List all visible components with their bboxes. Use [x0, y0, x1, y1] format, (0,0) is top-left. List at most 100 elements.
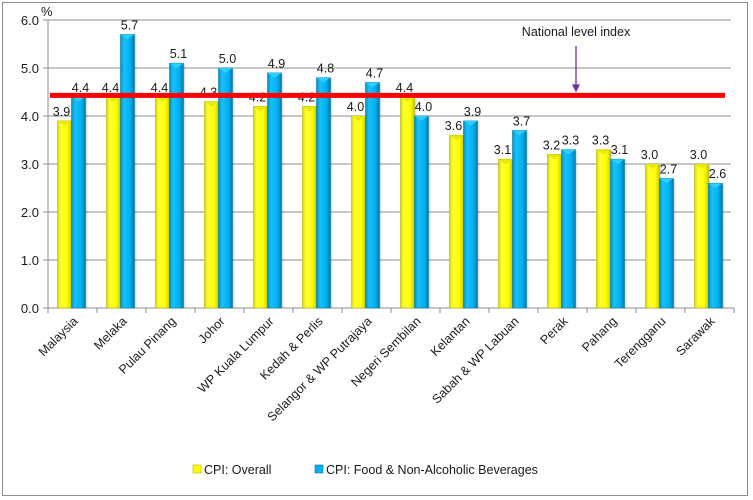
data-label: 4.4 [102, 81, 119, 95]
y-tick-label: 5.0 [21, 61, 39, 76]
reference-line-group: National level index [50, 25, 725, 98]
data-label: 5.7 [121, 18, 138, 32]
bar-bevel [351, 116, 366, 121]
bar-overall [694, 163, 709, 309]
y-tick-label: 3.0 [21, 157, 39, 172]
bar-bevel [561, 149, 576, 155]
y-tick-label: 1.0 [21, 253, 39, 268]
data-label: 2.7 [660, 162, 677, 176]
annotation-arrow-head [572, 84, 580, 93]
y-tick-label: 2.0 [21, 205, 39, 220]
category-label: Sarawak [673, 314, 718, 359]
bar-overall [253, 106, 268, 309]
legend-swatch-food [314, 464, 324, 474]
category-label: Malaysia [36, 314, 81, 359]
data-label: 4.4 [151, 81, 168, 95]
category-label: Perak [538, 314, 572, 348]
data-label: 3.9 [464, 105, 481, 119]
data-label: 4.8 [317, 62, 334, 76]
bar-overall [204, 101, 219, 309]
data-label: 3.3 [562, 134, 579, 148]
bars [57, 34, 725, 309]
data-label: 4.0 [415, 100, 432, 114]
bar-food [561, 149, 576, 309]
y-axis-unit-label: % [41, 4, 53, 19]
data-label: 3.0 [641, 148, 658, 162]
bar-bevel [218, 68, 233, 73]
bar-overall [155, 96, 170, 309]
bar-food [267, 72, 282, 309]
bar-food [414, 115, 429, 309]
category-label: Kelantan [428, 314, 473, 359]
legend-swatch-overall [192, 464, 202, 474]
data-label: 3.1 [611, 143, 628, 157]
legend-label-food: CPI: Food & Non-Alcoholic Beverages [326, 463, 538, 477]
bar-bevel [155, 96, 170, 102]
bar-overall [400, 96, 415, 309]
category-label: Melaka [91, 314, 129, 352]
data-label: 3.9 [53, 105, 70, 119]
legend-label-overall: CPI: Overall [204, 463, 271, 477]
bar-overall [498, 158, 513, 309]
bar-food [218, 67, 233, 309]
bar-bevel [414, 116, 429, 121]
bar-bevel [659, 178, 674, 184]
bar-bevel [169, 63, 184, 69]
bar-food [708, 182, 723, 309]
bar-food [169, 62, 184, 309]
legend: CPI: Overall CPI: Food & Non-Alcoholic Be… [192, 463, 538, 477]
bar-bevel [463, 120, 478, 126]
bar-bevel [302, 106, 317, 112]
data-label: 3.0 [690, 148, 707, 162]
bar-bevel [547, 154, 562, 160]
bar-overall [449, 134, 464, 309]
bar-bevel [106, 96, 121, 102]
category-label: Johor [196, 314, 228, 346]
bar-bevel [610, 159, 625, 165]
bar-bevel [694, 164, 709, 169]
category-label: Pahang [579, 314, 619, 354]
bar-food [610, 158, 625, 309]
bar-bevel [596, 149, 611, 155]
gridlines [48, 19, 731, 261]
bar-bevel [57, 120, 72, 126]
category-label: Terengganu [612, 314, 669, 371]
y-tick-label: 6.0 [21, 13, 39, 28]
data-label: 4.7 [366, 66, 383, 80]
data-label: 5.0 [219, 52, 236, 66]
category-label: Sabah & WP Labuan [429, 314, 521, 406]
bar-food [71, 96, 86, 309]
bar-bevel [71, 96, 86, 102]
bar-bevel [449, 135, 464, 141]
bar-bevel [204, 101, 219, 107]
bar-bevel [365, 82, 380, 88]
bar-overall [302, 106, 317, 309]
data-label: 5.1 [170, 47, 187, 61]
bar-food [120, 34, 135, 309]
data-label: 3.1 [494, 143, 511, 157]
bar-overall [596, 149, 611, 309]
y-tick-label: 0.0 [21, 301, 39, 316]
data-label: 4.9 [268, 57, 285, 71]
data-label: 3.7 [513, 114, 530, 128]
bar-food [659, 178, 674, 309]
bar-bevel [512, 130, 527, 136]
bar-overall [106, 96, 121, 309]
data-label: 4.4 [396, 81, 413, 95]
bar-food [512, 130, 527, 309]
bar-bevel [267, 72, 282, 78]
bar-food [365, 82, 380, 309]
bar-bevel [253, 106, 268, 112]
bar-overall [645, 163, 660, 309]
bar-bevel [400, 96, 415, 102]
bar-food [463, 120, 478, 309]
bar-bevel [708, 183, 723, 189]
bar-bevel [120, 34, 135, 40]
data-label: 4.4 [72, 81, 89, 95]
bar-food [316, 77, 331, 309]
data-label: 2.6 [709, 167, 726, 181]
data-labels: 3.94.44.44.34.24.24.04.43.63.13.23.33.03… [53, 18, 726, 181]
bar-overall [351, 115, 366, 309]
